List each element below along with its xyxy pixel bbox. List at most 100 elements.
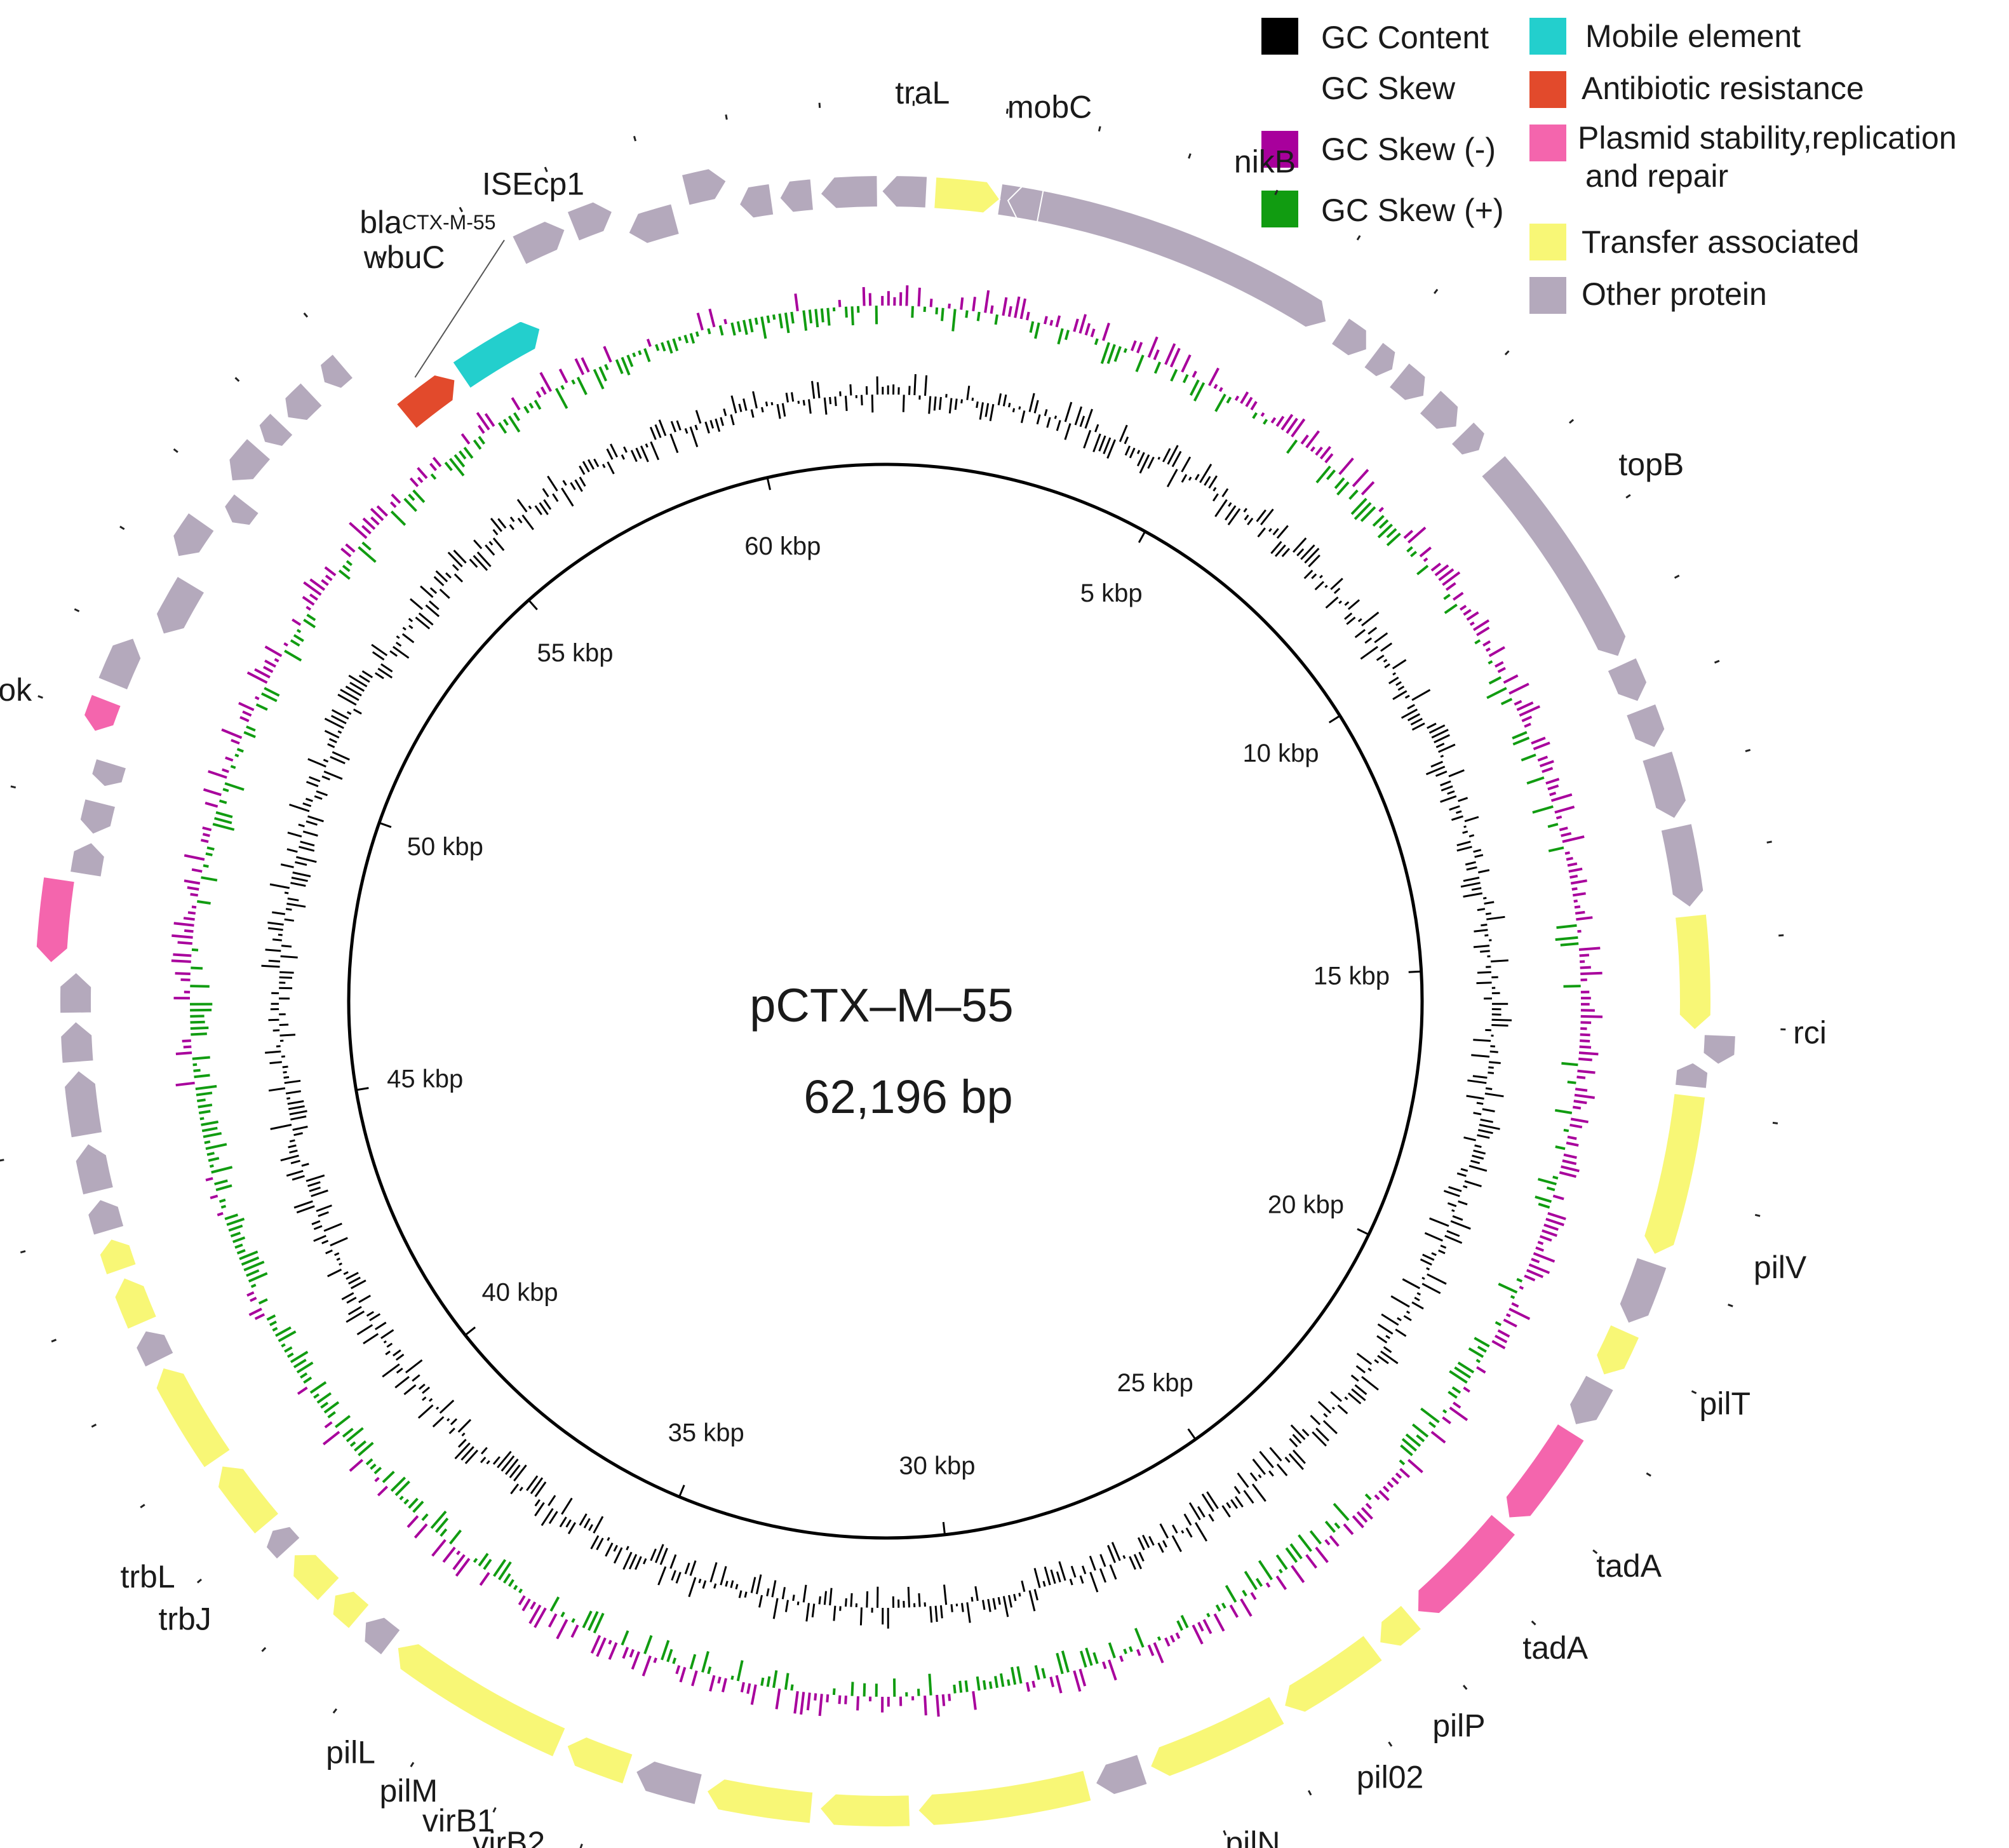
gc-content-bar (1444, 1234, 1463, 1244)
gc-skew-bar (1378, 506, 1384, 513)
gc-content-bar (346, 711, 352, 715)
gc-skew-bar (535, 391, 542, 398)
gc-content-bar (1440, 780, 1451, 786)
gc-content-bar (460, 1446, 474, 1461)
gc-content-bar (982, 1600, 986, 1610)
kbp-tick (766, 477, 771, 490)
gc-skew-bar (1411, 1423, 1429, 1438)
gc-skew-bar (365, 1458, 373, 1466)
gc-content-bar (1411, 1301, 1424, 1310)
gc-content-bar (730, 395, 737, 414)
gc-content-bar (1056, 420, 1061, 431)
gc-skew-bar (241, 1256, 260, 1266)
gc-content-bar (1482, 1108, 1495, 1112)
gc-skew-bar (935, 307, 939, 314)
gc-content-bar (738, 403, 742, 412)
gc-skew-bar (484, 413, 495, 428)
gc-content-bar (405, 1359, 423, 1373)
gc-skew-bar (231, 739, 240, 745)
gc-skew-bar (175, 972, 191, 975)
gc-content-bar (1331, 1406, 1335, 1410)
gene-label: tadA (1596, 1548, 1662, 1584)
gene-label-text: tadA (1596, 1548, 1662, 1584)
gc-skew-bar (808, 309, 813, 324)
gc-skew-bar (478, 424, 485, 434)
gc-content-bar (311, 1220, 321, 1225)
gene-label: blaCTX-M-55 (359, 205, 495, 240)
gc-content-bar (1296, 548, 1305, 556)
gc-content-bar (436, 1406, 440, 1410)
gene-label-text: trbJ (158, 1601, 211, 1636)
gc-content-bar (366, 1311, 374, 1317)
gc-content-bar (1181, 474, 1188, 483)
gc-content-bar (805, 1603, 810, 1622)
gene-label: nikB (1234, 144, 1296, 180)
gc-content-bar (1056, 1571, 1061, 1582)
gc-content-bar (823, 1591, 827, 1605)
gc-content-bar (439, 1399, 455, 1414)
gc-skew-bar (814, 1693, 817, 1701)
gc-content-bar (1028, 1590, 1036, 1612)
gc-content-bar (1473, 1149, 1486, 1155)
gc-content-bar (261, 964, 280, 968)
gc-content-bar (1466, 866, 1477, 871)
gc-skew-bar (349, 1441, 356, 1447)
gc-skew-bar (1305, 430, 1320, 449)
gc-content-bar (1338, 600, 1342, 604)
gc-content-bar (1028, 393, 1035, 412)
gc-content-bar (289, 1139, 295, 1143)
gc-skew-bar (1147, 1644, 1155, 1656)
gc-content-bar (393, 1349, 401, 1357)
gc-content-bar (1480, 1118, 1493, 1123)
gc-skew-bar (1175, 1632, 1181, 1640)
gc-content-bar (945, 394, 948, 398)
gc-skew-bar (1575, 910, 1585, 915)
gc-content-bar (1466, 1095, 1484, 1100)
gc-skew-bar (412, 1501, 424, 1513)
gc-skew-bar (1449, 1406, 1468, 1422)
outer-dot (1356, 235, 1361, 241)
gc-skew-bar (818, 1694, 823, 1716)
gc-skew-bar (358, 1441, 374, 1457)
gc-skew-bar (1011, 1666, 1017, 1685)
gc-content-bar (1383, 659, 1388, 663)
gc-content-bar (730, 1580, 734, 1588)
gc-content-bar (561, 1497, 573, 1515)
gc-content-bar (285, 908, 292, 911)
gc-content-bar (669, 1554, 677, 1569)
gc-skew-bar (1566, 1142, 1579, 1147)
gc-skew-bar (1208, 367, 1220, 386)
gc-content-bar (374, 672, 384, 680)
gc-skew-bar (513, 1584, 518, 1591)
outer-dot (1625, 494, 1631, 499)
gc-content-bar (1290, 1424, 1306, 1440)
gc-content-bar (1460, 882, 1481, 888)
gc-content-bar (1464, 816, 1479, 823)
gc-skew-bar (321, 579, 329, 586)
gc-content-bar (1111, 1542, 1121, 1561)
gc-skew-bar (483, 1558, 492, 1570)
gc-skew-bar (1542, 767, 1554, 773)
gene-label: hok (0, 672, 32, 708)
gc-content-bar (445, 572, 452, 579)
gc-content-bar (450, 1418, 458, 1426)
gc-skew-bar (173, 953, 192, 957)
gc-skew-bar (292, 618, 302, 626)
outer-dot (1778, 934, 1784, 937)
gc-content-bar (1456, 1172, 1467, 1177)
gc-skew-bar (1352, 1515, 1364, 1528)
gc-content-bar (1465, 861, 1476, 866)
gc-skew-bar (1136, 1649, 1141, 1656)
gc-content-bar (1272, 528, 1279, 536)
gc-content-bar (1411, 722, 1425, 731)
gc-content-bar (1431, 729, 1449, 739)
outer-dot (332, 1708, 337, 1714)
gc-skew-bar (417, 467, 428, 480)
gc-skew-bar (246, 671, 268, 684)
gc-skew-bar (972, 1690, 977, 1710)
gc-skew-bar (638, 350, 642, 356)
gc-skew-bar (582, 1610, 593, 1629)
gc-skew-bar (194, 1074, 210, 1079)
outer-dot (74, 608, 80, 612)
gc-content-bar (331, 715, 347, 725)
